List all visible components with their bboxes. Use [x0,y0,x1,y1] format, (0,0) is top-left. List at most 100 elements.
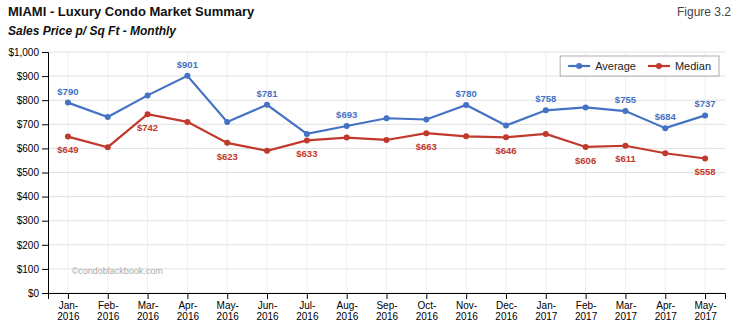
point [344,135,350,141]
title: MIAMI - Luxury Condo Market Summary [8,4,255,19]
tick-label: $100 [17,264,40,275]
tick-mark [42,197,48,198]
grid-line [306,52,307,293]
tick-mark [148,293,149,299]
tick: $900 [17,71,48,82]
data-label: $606 [575,155,596,166]
tick: Oct-2016 [416,293,439,322]
tick-mark [267,293,268,299]
tick-label: Aug-2016 [336,300,359,322]
point [622,143,628,149]
tick: Feb-2017 [575,293,598,322]
tick: Apr-2017 [655,293,678,322]
tick-label: $400 [17,191,40,202]
tick-label: Mar-2017 [615,300,638,322]
legend-marker [656,63,662,69]
tick-label: $500 [17,167,40,178]
point [224,140,230,146]
tick: $1,000 [8,47,48,58]
subtitle: Sales Price p/ Sq Ft - Monthly [8,24,177,38]
legend-item: Median [648,60,711,72]
tick-mark [42,52,48,53]
point [105,144,111,150]
tick-label: Oct-2016 [416,300,439,322]
grid-line [426,52,427,293]
grid-line [386,52,387,293]
data-label: $611 [615,153,636,164]
point [583,144,589,150]
tick: $600 [17,143,48,154]
tick: Jan-2017 [535,293,558,322]
point [184,119,190,125]
tick: Mar-2016 [137,293,160,322]
tick-mark [665,293,666,299]
tick-mark [187,293,188,299]
tick: $400 [17,191,48,202]
tick: Jul-2016 [296,293,319,322]
data-label: $755 [615,94,637,105]
tick-label: $900 [17,71,40,82]
data-label: $623 [217,151,238,162]
point [702,112,708,118]
tick-label: $1,000 [8,47,39,58]
tick-label: $300 [17,215,40,226]
chart: MIAMI - Luxury Condo Market Summary Sales… [0,0,739,329]
legend-label: Median [675,60,711,72]
tick-mark [68,293,69,299]
point [423,130,429,136]
grid-line [505,52,506,293]
tick-label: $0 [28,288,40,299]
tick-mark [42,269,48,270]
tick-mark [42,124,48,125]
line [68,76,705,134]
legend-marker [576,63,582,69]
legend-label: Average [595,60,636,72]
tick-label: $200 [17,240,40,251]
point [264,102,270,108]
point [65,100,71,106]
tick-mark [506,293,507,299]
tick-mark [307,293,308,299]
data-label: $633 [296,148,317,159]
tick: $700 [17,119,48,130]
tick: $0 [28,288,48,299]
y-axis: $0$100$200$300$400$500$600$700$800$900$1… [8,47,48,299]
grid-line [227,52,228,293]
tick: Aug-2016 [336,293,359,322]
tick-mark [227,293,228,299]
axis-line [42,53,49,294]
tick-mark [42,100,48,101]
plot: $0$100$200$300$400$500$600$700$800$900$1… [8,47,725,322]
point [662,125,668,131]
tick-mark [42,293,48,294]
tick: Jun-2016 [256,293,279,322]
watermark: ©condoblackbook.com [72,266,163,276]
tick: $100 [17,264,48,275]
tick-mark [347,293,348,299]
point [463,133,469,139]
tick-mark [42,245,48,246]
tick-mark [625,293,626,299]
data-label: $780 [456,88,477,99]
point [184,73,190,79]
tick-mark [42,221,48,222]
tick-mark [108,293,109,299]
grid-line [585,52,586,293]
tick-label: Sep-2016 [376,300,399,322]
point [145,92,151,98]
point [384,137,390,143]
point [503,123,509,129]
legend-item: Average [568,60,636,72]
point [105,114,111,120]
tick-label: Jan-2017 [535,300,558,322]
legend: Average Median [560,56,719,76]
point [463,102,469,108]
tick-label: Dec-2016 [495,300,518,322]
grid-line [187,52,188,293]
tick: May-2016 [217,293,240,322]
tick: $500 [17,167,48,178]
tick-mark [387,293,388,299]
tick-label: $700 [17,119,40,130]
tick: Feb-2016 [97,293,120,322]
point [304,131,310,137]
